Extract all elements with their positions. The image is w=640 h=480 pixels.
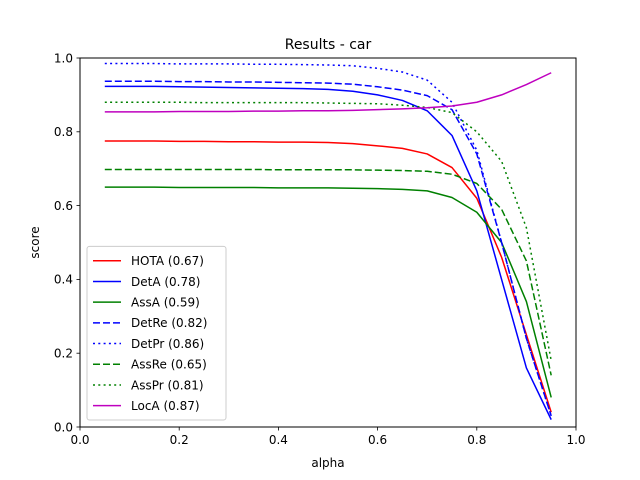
x-tick-label: 1.0 bbox=[566, 433, 585, 447]
legend-label: AssPr (0.81) bbox=[131, 378, 204, 392]
x-tick-label: 0.8 bbox=[467, 433, 486, 447]
series-line-5 bbox=[104, 168, 552, 376]
y-tick-label: 0.0 bbox=[54, 420, 73, 434]
legend: HOTA (0.67) DetA (0.78) AssA (0.59) DetRe (… bbox=[86, 245, 227, 421]
x-tick-label: 0.0 bbox=[70, 433, 89, 447]
legend-label: DetRe (0.82) bbox=[131, 316, 207, 330]
y-axis-title: score bbox=[28, 226, 42, 258]
series-line-3 bbox=[104, 80, 552, 417]
series-layer bbox=[104, 62, 552, 420]
legend-label: LocA (0.87) bbox=[131, 399, 200, 413]
legend-label: DetPr (0.86) bbox=[131, 337, 204, 351]
series-line-2 bbox=[104, 186, 552, 398]
series-line-7 bbox=[104, 72, 552, 113]
legend-label: DetA (0.78) bbox=[131, 275, 200, 289]
series-line-1 bbox=[104, 85, 552, 420]
series-line-4 bbox=[104, 62, 552, 417]
legend-label: AssA (0.59) bbox=[131, 295, 200, 309]
plot-frame bbox=[79, 57, 577, 428]
legend-box bbox=[86, 245, 227, 421]
series-line-0 bbox=[104, 140, 552, 413]
y-tick-label: 0.8 bbox=[54, 125, 73, 139]
x-tick-label: 0.2 bbox=[170, 433, 189, 447]
x-tick-label: 0.4 bbox=[269, 433, 288, 447]
y-tick-label: 0.4 bbox=[54, 273, 73, 287]
x-axis-ticks: 0.0 0.2 0.4 0.6 0.8 1.0 bbox=[70, 427, 586, 447]
y-axis-ticks: 0.0 0.2 0.4 0.6 0.8 1.0 bbox=[54, 51, 80, 434]
chart-title: Results - car bbox=[285, 37, 372, 53]
x-axis-title: alpha bbox=[311, 456, 344, 470]
y-tick-label: 1.0 bbox=[54, 51, 73, 65]
legend-label: HOTA (0.67) bbox=[131, 254, 204, 268]
x-tick-label: 0.6 bbox=[368, 433, 387, 447]
legend-label: AssRe (0.65) bbox=[131, 358, 207, 372]
y-tick-label: 0.6 bbox=[54, 199, 73, 213]
y-tick-label: 0.2 bbox=[54, 347, 73, 361]
series-line-6 bbox=[104, 101, 552, 361]
